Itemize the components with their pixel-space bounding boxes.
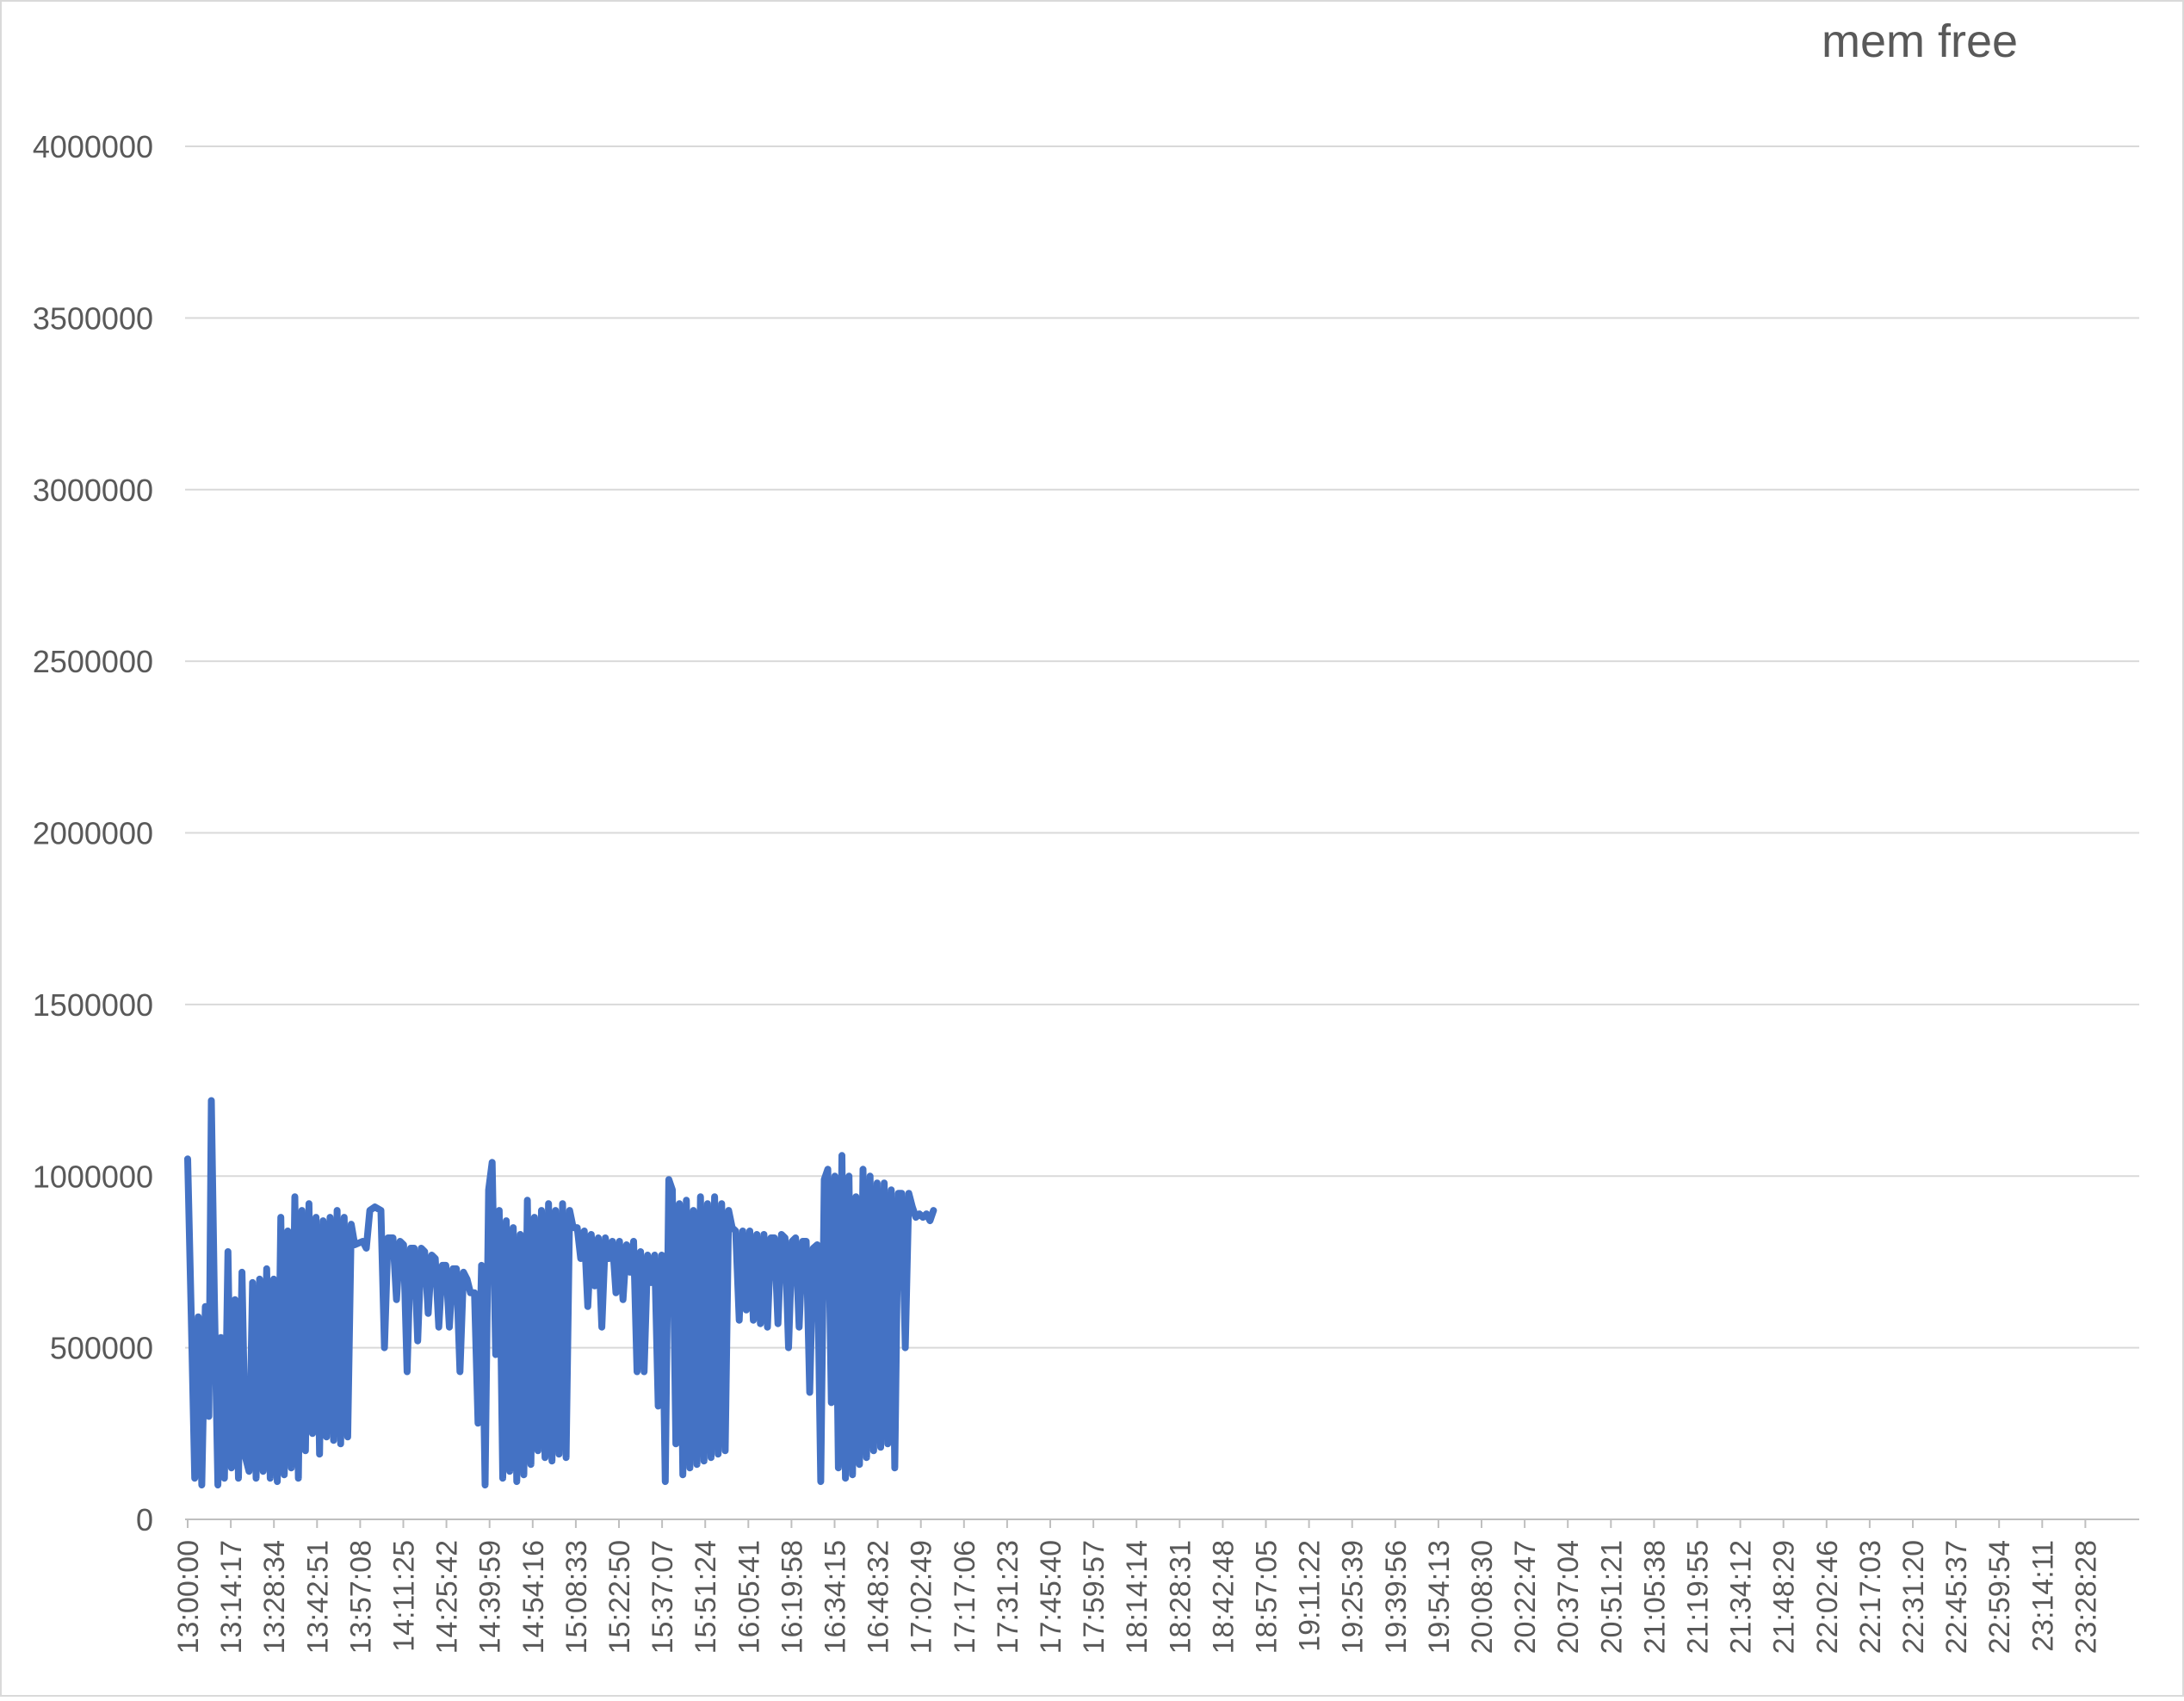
x-tick-label: 20:51:21	[1595, 1540, 1628, 1654]
x-tick-label: 15:51:24	[690, 1540, 722, 1654]
x-tick-label: 21:34:12	[1725, 1540, 1758, 1654]
x-tick-label: 17:17:06	[949, 1540, 981, 1654]
x-tick-label: 16:19:58	[776, 1540, 808, 1654]
x-tick-label: 19:11:22	[1294, 1540, 1327, 1652]
x-tick-label: 20:37:04	[1552, 1540, 1585, 1654]
x-tick-label: 15:37:07	[647, 1540, 679, 1654]
y-tick-label: 3000000	[33, 473, 153, 508]
x-tick-label: 14:25:42	[431, 1540, 464, 1654]
x-tick-label: 19:39:56	[1380, 1540, 1413, 1654]
y-tick-label: 2500000	[33, 644, 153, 679]
x-tick-label: 14:54:16	[517, 1540, 550, 1654]
x-tick-label: 22:31:20	[1897, 1540, 1930, 1654]
x-tick-label: 17:31:23	[992, 1540, 1024, 1654]
x-tick-label: 21:05:38	[1638, 1540, 1671, 1654]
x-tick-label: 19:54:13	[1423, 1540, 1456, 1654]
x-tick-label: 13:00:00	[172, 1540, 205, 1654]
y-tick-label: 1000000	[33, 1159, 153, 1194]
x-tick-label: 19:25:39	[1337, 1540, 1370, 1654]
y-tick-label: 4000000	[33, 129, 153, 164]
y-tick-label: 3500000	[33, 300, 153, 336]
y-tick-label: 500000	[50, 1331, 153, 1366]
x-tick-label: 22:17:03	[1854, 1540, 1887, 1654]
x-tick-label: 16:34:15	[820, 1540, 852, 1654]
x-tick-label: 18:28:31	[1164, 1540, 1197, 1654]
series-layer	[184, 1097, 937, 1489]
x-tick-label: 17:45:40	[1035, 1540, 1067, 1654]
x-tick-label: 16:48:32	[863, 1540, 895, 1654]
y-tick-label: 2000000	[33, 816, 153, 851]
x-tick-label: 13:57:08	[344, 1540, 377, 1654]
x-tick-label: 22:45:37	[1940, 1540, 1973, 1654]
x-tick-label: 14:11:25	[388, 1540, 421, 1652]
x-tick-label: 17:02:49	[906, 1540, 938, 1654]
x-tick-label: 13:28:34	[258, 1540, 291, 1654]
x-tick-label: 18:57:05	[1251, 1540, 1284, 1654]
chart-title: mem free	[1822, 15, 2018, 67]
x-tick-label: 18:14:14	[1121, 1540, 1154, 1654]
x-tick-label: 16:05:41	[733, 1540, 765, 1654]
x-tick-label: 17:59:57	[1078, 1540, 1111, 1654]
x-tick-label: 23:14:11	[2026, 1540, 2059, 1652]
x-tick-label: 23:28:28	[2070, 1540, 2102, 1654]
x-tick-label: 15:08:33	[560, 1540, 593, 1654]
x-tick-label: 21:19:55	[1682, 1540, 1715, 1654]
x-tick-label: 18:42:48	[1207, 1540, 1240, 1654]
x-tick-label: 13:14:17	[215, 1540, 248, 1654]
y-axis-tick-labels: 0 500000 1000000 1500000 2000000 2500000 30000…	[33, 129, 153, 1537]
y-tick-label: 0	[136, 1502, 153, 1537]
x-tick-label: 20:22:47	[1509, 1540, 1542, 1654]
x-axis-tick-labels: 13:00:00 13:14:17 13:28:34 13:42:51 13:57:08…	[172, 1519, 2102, 1654]
y-tick-label: 1500000	[33, 987, 153, 1023]
x-tick-label: 13:42:51	[301, 1540, 334, 1654]
series-line-0	[184, 1097, 937, 1489]
x-tick-label: 22:02:46	[1811, 1540, 1844, 1654]
x-tick-label: 20:08:30	[1466, 1540, 1499, 1654]
x-tick-label: 15:22:50	[603, 1540, 636, 1654]
x-tick-label: 14:39:59	[474, 1540, 507, 1654]
x-tick-label: 21:48:29	[1768, 1540, 1801, 1654]
x-tick-label: 22:59:54	[1983, 1540, 2016, 1654]
